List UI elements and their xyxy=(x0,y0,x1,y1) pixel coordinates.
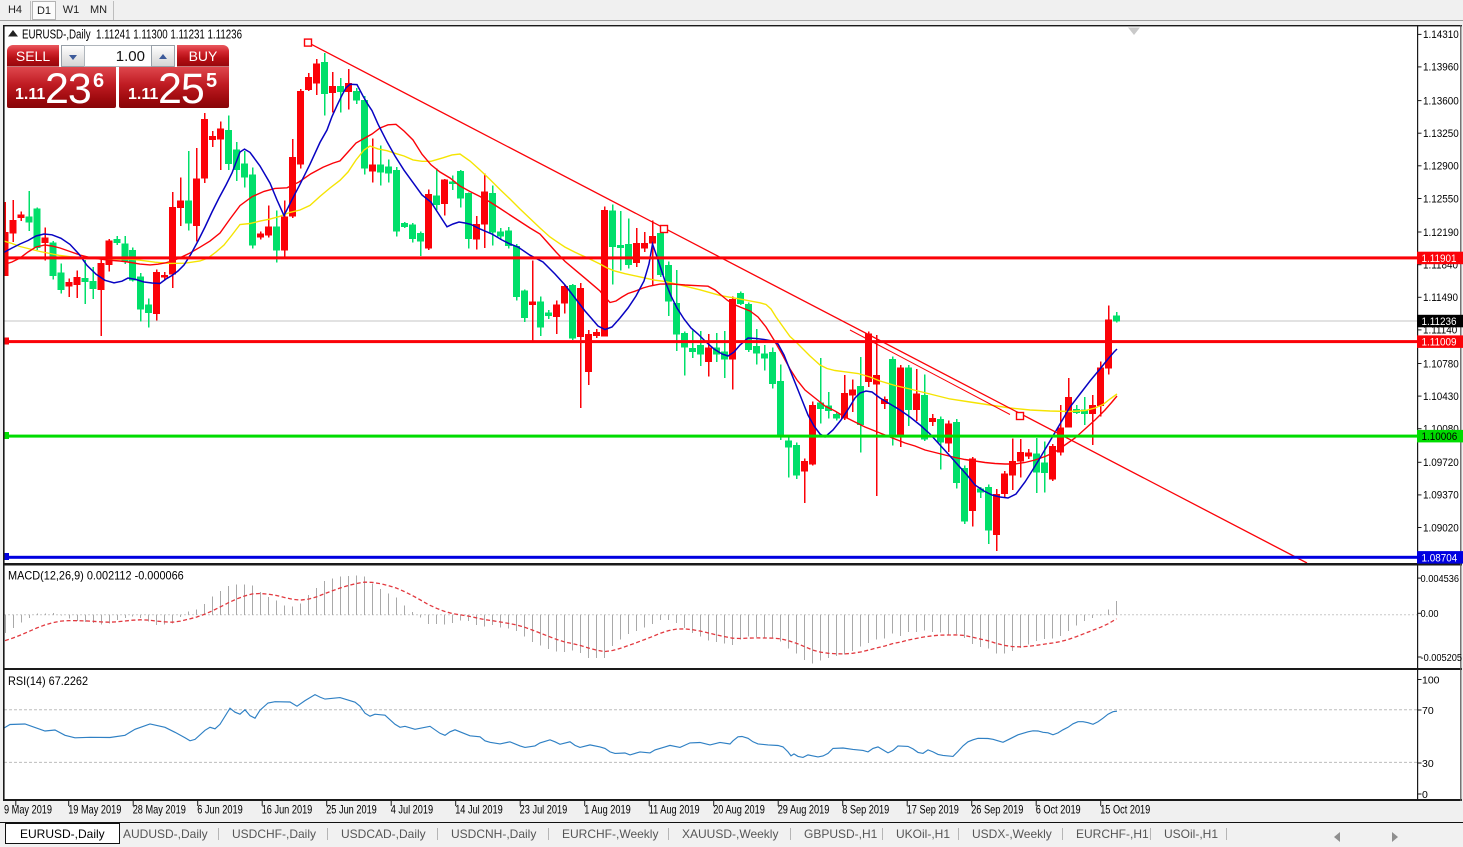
svg-text:1.10006: 1.10006 xyxy=(1422,432,1458,444)
svg-text:23 Jul 2019: 23 Jul 2019 xyxy=(520,804,568,816)
svg-text:20 Aug 2019: 20 Aug 2019 xyxy=(713,804,765,816)
svg-text:15 Oct 2019: 15 Oct 2019 xyxy=(1100,804,1150,816)
svg-text:1.13250: 1.13250 xyxy=(1423,129,1459,141)
svg-text:1.14310: 1.14310 xyxy=(1423,30,1459,42)
svg-text:1.11840: 1.11840 xyxy=(1423,260,1458,272)
svg-text:1.09020: 1.09020 xyxy=(1423,523,1459,535)
svg-text:1.13960: 1.13960 xyxy=(1423,62,1459,74)
svg-text:0: 0 xyxy=(1422,789,1428,801)
svg-text:1.11490: 1.11490 xyxy=(1423,293,1458,305)
svg-text:25 Jun 2019: 25 Jun 2019 xyxy=(326,804,377,816)
svg-text:1.09370: 1.09370 xyxy=(1423,490,1459,502)
svg-text:28 May 2019: 28 May 2019 xyxy=(133,804,186,816)
svg-text:8 Sep 2019: 8 Sep 2019 xyxy=(842,804,889,816)
svg-text:19 May 2019: 19 May 2019 xyxy=(68,804,121,816)
svg-text:6 Oct 2019: 6 Oct 2019 xyxy=(1036,804,1081,816)
svg-text:1.11236: 1.11236 xyxy=(1422,317,1457,329)
svg-text:RSI(14) 67.2262: RSI(14) 67.2262 xyxy=(8,676,88,688)
svg-text:16 Jun 2019: 16 Jun 2019 xyxy=(262,804,313,816)
svg-text:EURUSD-,Daily 1.11241 1.11300: EURUSD-,Daily 1.11241 1.11300 1.11231 1.… xyxy=(22,28,242,41)
svg-text:1.11901: 1.11901 xyxy=(1422,253,1457,265)
svg-text:100: 100 xyxy=(1422,674,1440,686)
svg-text:17 Sep 2019: 17 Sep 2019 xyxy=(907,804,959,816)
svg-text:1.13600: 1.13600 xyxy=(1423,96,1459,108)
svg-text:26 Sep 2019: 26 Sep 2019 xyxy=(971,804,1023,816)
svg-text:MACD(12,26,9) 0.002112 -0.0000: MACD(12,26,9) 0.002112 -0.000066 xyxy=(8,570,184,582)
svg-text:0.00: 0.00 xyxy=(1421,609,1439,621)
svg-text:0.004536: 0.004536 xyxy=(1421,573,1460,585)
svg-text:1.11009: 1.11009 xyxy=(1422,337,1457,349)
svg-text:1.10780: 1.10780 xyxy=(1423,359,1459,371)
svg-text:1.11140: 1.11140 xyxy=(1423,325,1457,337)
svg-text:30: 30 xyxy=(1422,758,1434,770)
svg-text:1.10430: 1.10430 xyxy=(1423,391,1459,403)
svg-text:1.12900: 1.12900 xyxy=(1423,161,1459,173)
svg-text:1.10080: 1.10080 xyxy=(1423,424,1459,436)
svg-text:1 Aug 2019: 1 Aug 2019 xyxy=(584,804,631,816)
svg-text:4 Jul 2019: 4 Jul 2019 xyxy=(391,804,434,816)
svg-text:6 Jun 2019: 6 Jun 2019 xyxy=(197,804,243,816)
svg-text:1.12550: 1.12550 xyxy=(1423,194,1459,206)
svg-text:70: 70 xyxy=(1422,705,1434,717)
svg-text:1.12190: 1.12190 xyxy=(1423,227,1459,239)
svg-text:29 Aug 2019: 29 Aug 2019 xyxy=(778,804,830,816)
svg-text:14 Jul 2019: 14 Jul 2019 xyxy=(455,804,503,816)
svg-text:9 May 2019: 9 May 2019 xyxy=(4,804,52,816)
svg-text:1.09720: 1.09720 xyxy=(1423,458,1459,470)
svg-text:1.08704: 1.08704 xyxy=(1422,553,1458,565)
svg-text:-0.005205: -0.005205 xyxy=(1421,652,1463,664)
svg-text:11 Aug 2019: 11 Aug 2019 xyxy=(649,804,700,816)
